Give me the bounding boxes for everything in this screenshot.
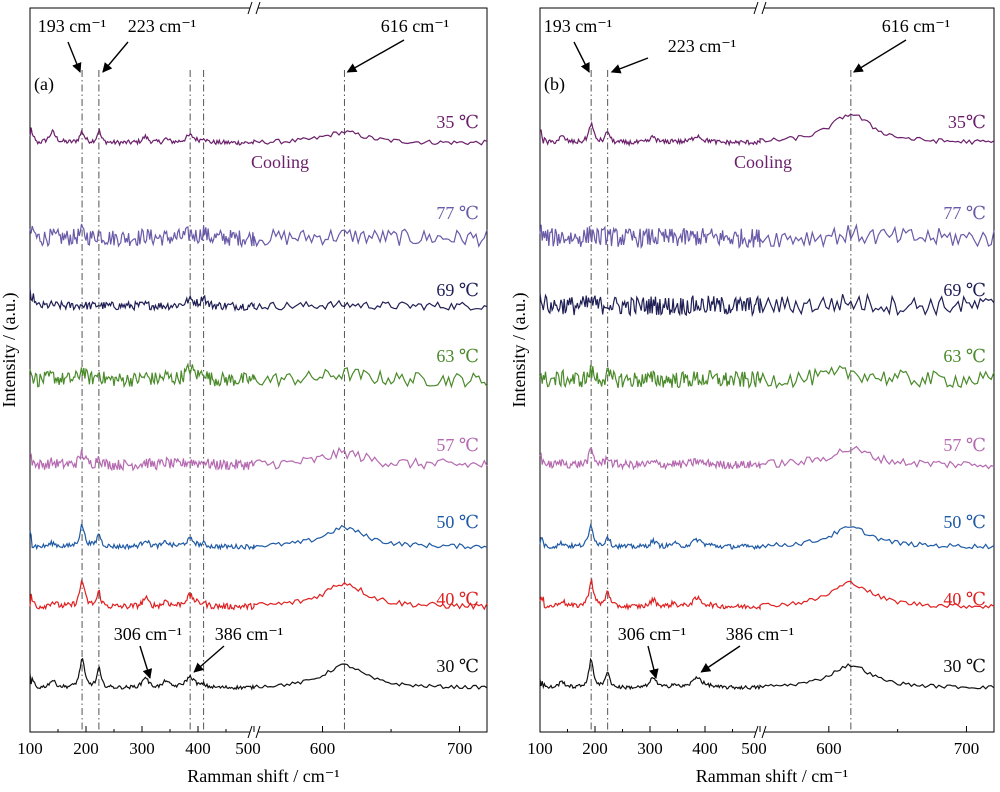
series-label: 40 ℃ (943, 589, 986, 609)
series-label: 63 ℃ (943, 346, 986, 366)
x-tick-label: 200 (73, 739, 99, 758)
peak-label: 386 cm⁻¹ (726, 624, 794, 644)
x-tick-label: 100 (527, 739, 553, 758)
spectrum-line-7 (539, 657, 995, 691)
plot-frame (539, 7, 995, 733)
series-label: 57 ℃ (436, 435, 479, 455)
x-tick-label: 600 (816, 739, 842, 758)
peak-label: 223 cm⁻¹ (128, 16, 196, 36)
series-label: 69 ℃ (943, 280, 986, 300)
y-axis-label: Intensity / (a.u.) (0, 293, 20, 408)
spectrum-line-4 (29, 446, 488, 472)
series-label: 40 ℃ (436, 589, 479, 609)
x-tick-label: 100 (17, 739, 43, 758)
peak-arrow (853, 39, 907, 73)
x-axis-label: Ramman shift / cm⁻¹ (187, 766, 339, 786)
x-tick-label: 700 (954, 739, 980, 758)
peak-label: 223 cm⁻¹ (668, 36, 736, 56)
spectrum-line-5 (539, 523, 995, 551)
series-label: 69 ℃ (436, 280, 479, 300)
x-axis-label: Ramman shift / cm⁻¹ (696, 766, 848, 786)
spectrum-line-6 (539, 577, 995, 611)
cooling-annotation: Cooling (734, 152, 792, 172)
peak-arrow (102, 41, 129, 73)
peak-label: 386 cm⁻¹ (215, 624, 283, 644)
spectrum-line-6 (29, 579, 488, 611)
spectrum-line-3 (539, 365, 995, 390)
cooling-annotation: Cooling (251, 152, 309, 172)
series-label: 35 ℃ (436, 112, 479, 132)
spectrum-line-1 (29, 223, 488, 249)
peak-arrow (700, 645, 741, 673)
series-label: 50 ℃ (943, 512, 986, 532)
axis-break-mark (247, 725, 253, 739)
peak-label: 616 cm⁻¹ (882, 16, 950, 36)
spectrum-line-4 (539, 445, 995, 471)
panel-label: (a) (34, 74, 54, 95)
x-tick-label: 700 (447, 739, 473, 758)
peak-label: 306 cm⁻¹ (618, 624, 686, 644)
axis-break-mark (753, 1, 759, 15)
x-tick-label: 400 (692, 739, 718, 758)
series-label: 35℃ (948, 112, 986, 132)
panel-b: 100 200 300 400 500 600 700 Ramman shift / cm⁻¹… (509, 1, 995, 786)
series-label: 30 ℃ (436, 656, 479, 676)
peak-arrow (610, 57, 649, 74)
x-tick-label: 400 (185, 739, 211, 758)
x-tick-label: 500 (741, 739, 767, 758)
axis-break-mark (255, 1, 261, 15)
spectrum-line-0 (539, 113, 995, 147)
axis-break-mark (255, 725, 261, 739)
x-tick-label: 300 (129, 739, 155, 758)
series-label: 63 ℃ (436, 346, 479, 366)
series-label: 77 ℃ (436, 203, 479, 223)
spectrum-line-5 (29, 523, 488, 551)
axis-break-gap (756, 5, 764, 11)
axis-break-mark (247, 1, 253, 15)
peak-arrow (647, 645, 659, 679)
peak-arrow (573, 41, 590, 73)
x-tick-label: 500 (235, 739, 261, 758)
spectrum-line-0 (29, 127, 488, 147)
spectrum-line-7 (29, 657, 488, 691)
series-label: 77 ℃ (943, 203, 986, 223)
panel-a: 100 200 300 400 500 600 700 Ramman shift / cm⁻¹… (0, 1, 488, 786)
series-label: 50 ℃ (436, 512, 479, 532)
axis-break-mark (761, 1, 767, 15)
axis-break-mark (761, 725, 767, 739)
x-tick-label: 600 (310, 739, 336, 758)
peak-arrow (139, 645, 153, 679)
series-label: 57 ℃ (943, 435, 986, 455)
y-axis-label: Intensity / (a.u.) (509, 293, 530, 408)
series-label: 30 ℃ (943, 656, 986, 676)
peak-label: 616 cm⁻¹ (381, 16, 449, 36)
panel-label: (b) (544, 74, 565, 95)
spectrum-line-3 (29, 362, 488, 389)
x-tick-label: 200 (582, 739, 608, 758)
peak-arrow (193, 645, 225, 673)
peak-label: 193 cm⁻¹ (544, 16, 612, 36)
peak-label: 193 cm⁻¹ (38, 16, 106, 36)
peak-arrow (67, 41, 82, 73)
peak-label: 306 cm⁻¹ (114, 624, 182, 644)
axis-break-mark (753, 725, 759, 739)
x-tick-label: 300 (637, 739, 663, 758)
peak-arrow (346, 39, 405, 73)
spectrum-line-2 (539, 292, 995, 318)
spectrum-line-1 (539, 223, 995, 250)
spectrum-line-2 (29, 288, 488, 313)
axis-break-gap (250, 5, 258, 11)
